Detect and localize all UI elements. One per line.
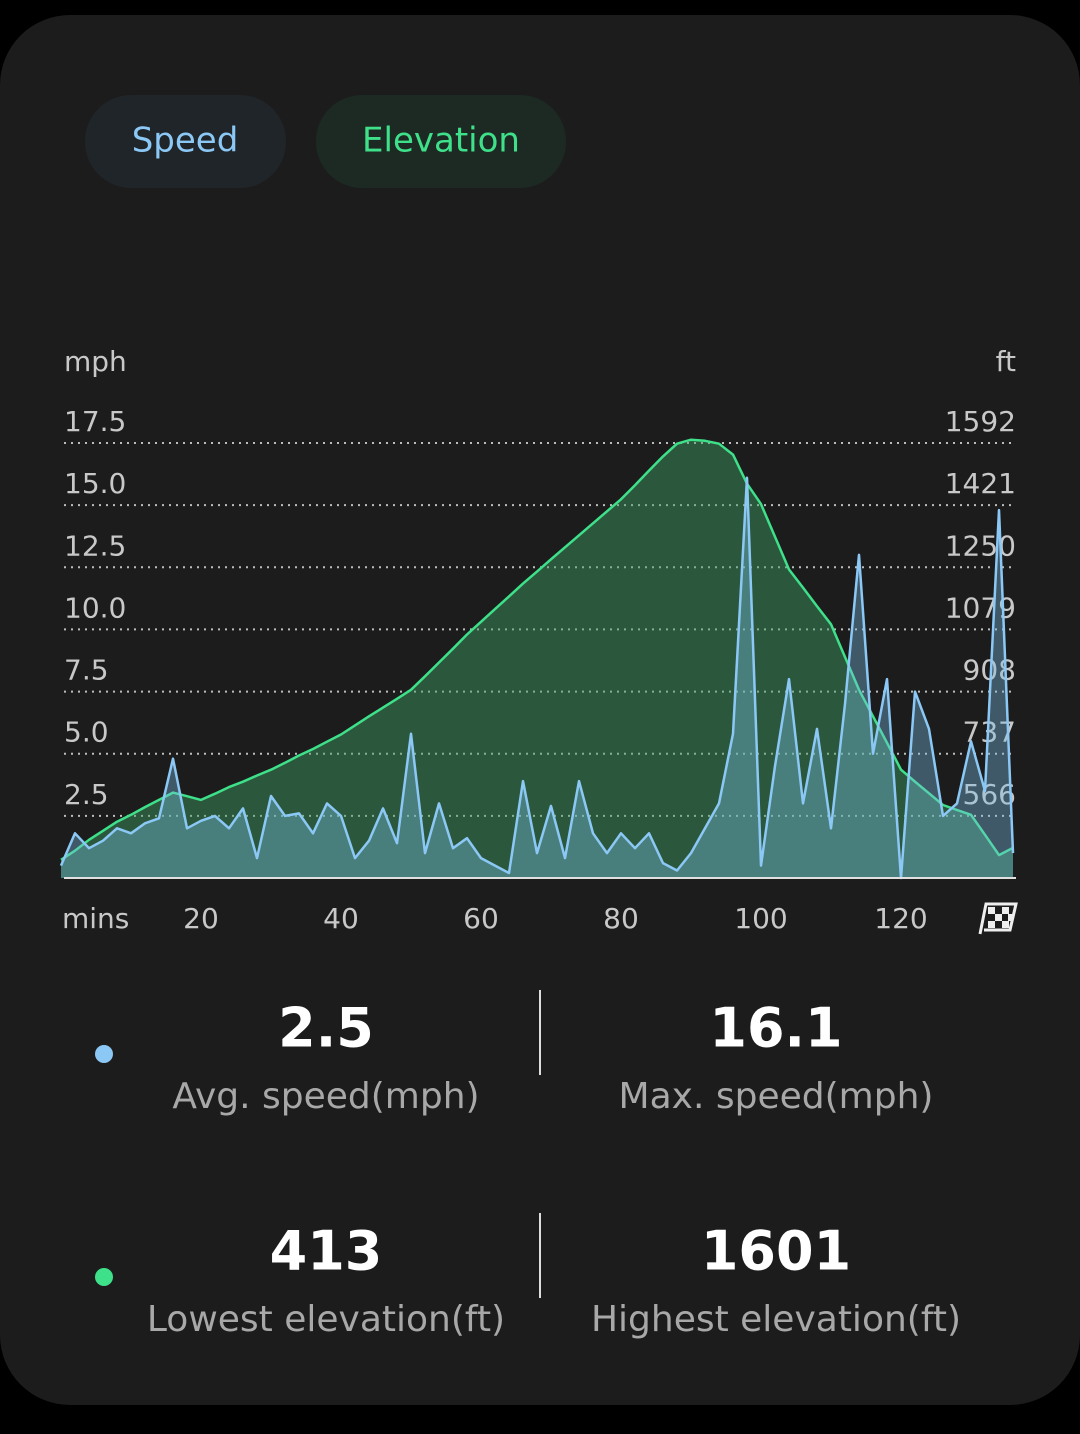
y2-tick-label: 566 — [963, 778, 1016, 811]
y-tick-label: 10.0 — [64, 591, 126, 624]
stat-value: 2.5 — [278, 997, 374, 1060]
x-tick-label: 80 — [603, 902, 639, 935]
y2-tick-label: 1421 — [945, 467, 1016, 500]
x-tick-label: 60 — [463, 902, 499, 935]
y-tick-label: 15.0 — [64, 467, 126, 500]
stat-value: 1601 — [701, 1220, 851, 1283]
stat-label: Avg. speed(mph) — [172, 1076, 479, 1117]
card — [0, 15, 1080, 1405]
finish-flag — [978, 902, 1018, 935]
y-tick-label: 2.5 — [64, 778, 109, 811]
x-tick-label: 40 — [323, 902, 359, 935]
stat-value: 16.1 — [709, 997, 842, 1060]
stat-label: Max. speed(mph) — [619, 1076, 934, 1117]
x-tick-label: 120 — [874, 902, 927, 935]
area — [61, 477, 1013, 878]
line — [60, 438, 1014, 861]
y-axis-unit: mph — [64, 345, 127, 378]
stat-value: 413 — [270, 1220, 383, 1283]
line — [59, 476, 1015, 880]
speed-dot — [95, 1045, 113, 1063]
y2-tick-label: 1592 — [945, 405, 1016, 438]
x-tick-label: 100 — [734, 902, 787, 935]
plot: 2.55.07.510.012.515.017.5566737908107912… — [59, 405, 1016, 935]
stats: 2.5 Avg. speed(mph) 16.1 Max. speed(mph)… — [95, 990, 961, 1340]
speed-tab-label[interactable]: Speed — [132, 121, 239, 161]
stat-label: Highest elevation(ft) — [591, 1299, 961, 1340]
y2-tick-label: 1079 — [945, 591, 1016, 624]
stat-label: Lowest elevation(ft) — [147, 1299, 505, 1340]
speed-tab[interactable] — [85, 95, 286, 188]
y-tick-label: 7.5 — [64, 654, 109, 687]
y-tick-label: 17.5 — [64, 405, 126, 438]
elevation-tab-label[interactable]: Elevation — [362, 121, 520, 161]
x-tick-label: 20 — [183, 902, 219, 935]
elevation-dot — [95, 1268, 113, 1286]
y-tick-label: 12.5 — [64, 529, 126, 562]
y2-axis-unit: ft — [996, 345, 1016, 378]
elevation-tab[interactable] — [316, 95, 566, 188]
y-tick-label: 5.0 — [64, 716, 109, 749]
y2-tick-label: 1250 — [945, 529, 1016, 562]
x-axis-unit: mins — [62, 902, 129, 935]
